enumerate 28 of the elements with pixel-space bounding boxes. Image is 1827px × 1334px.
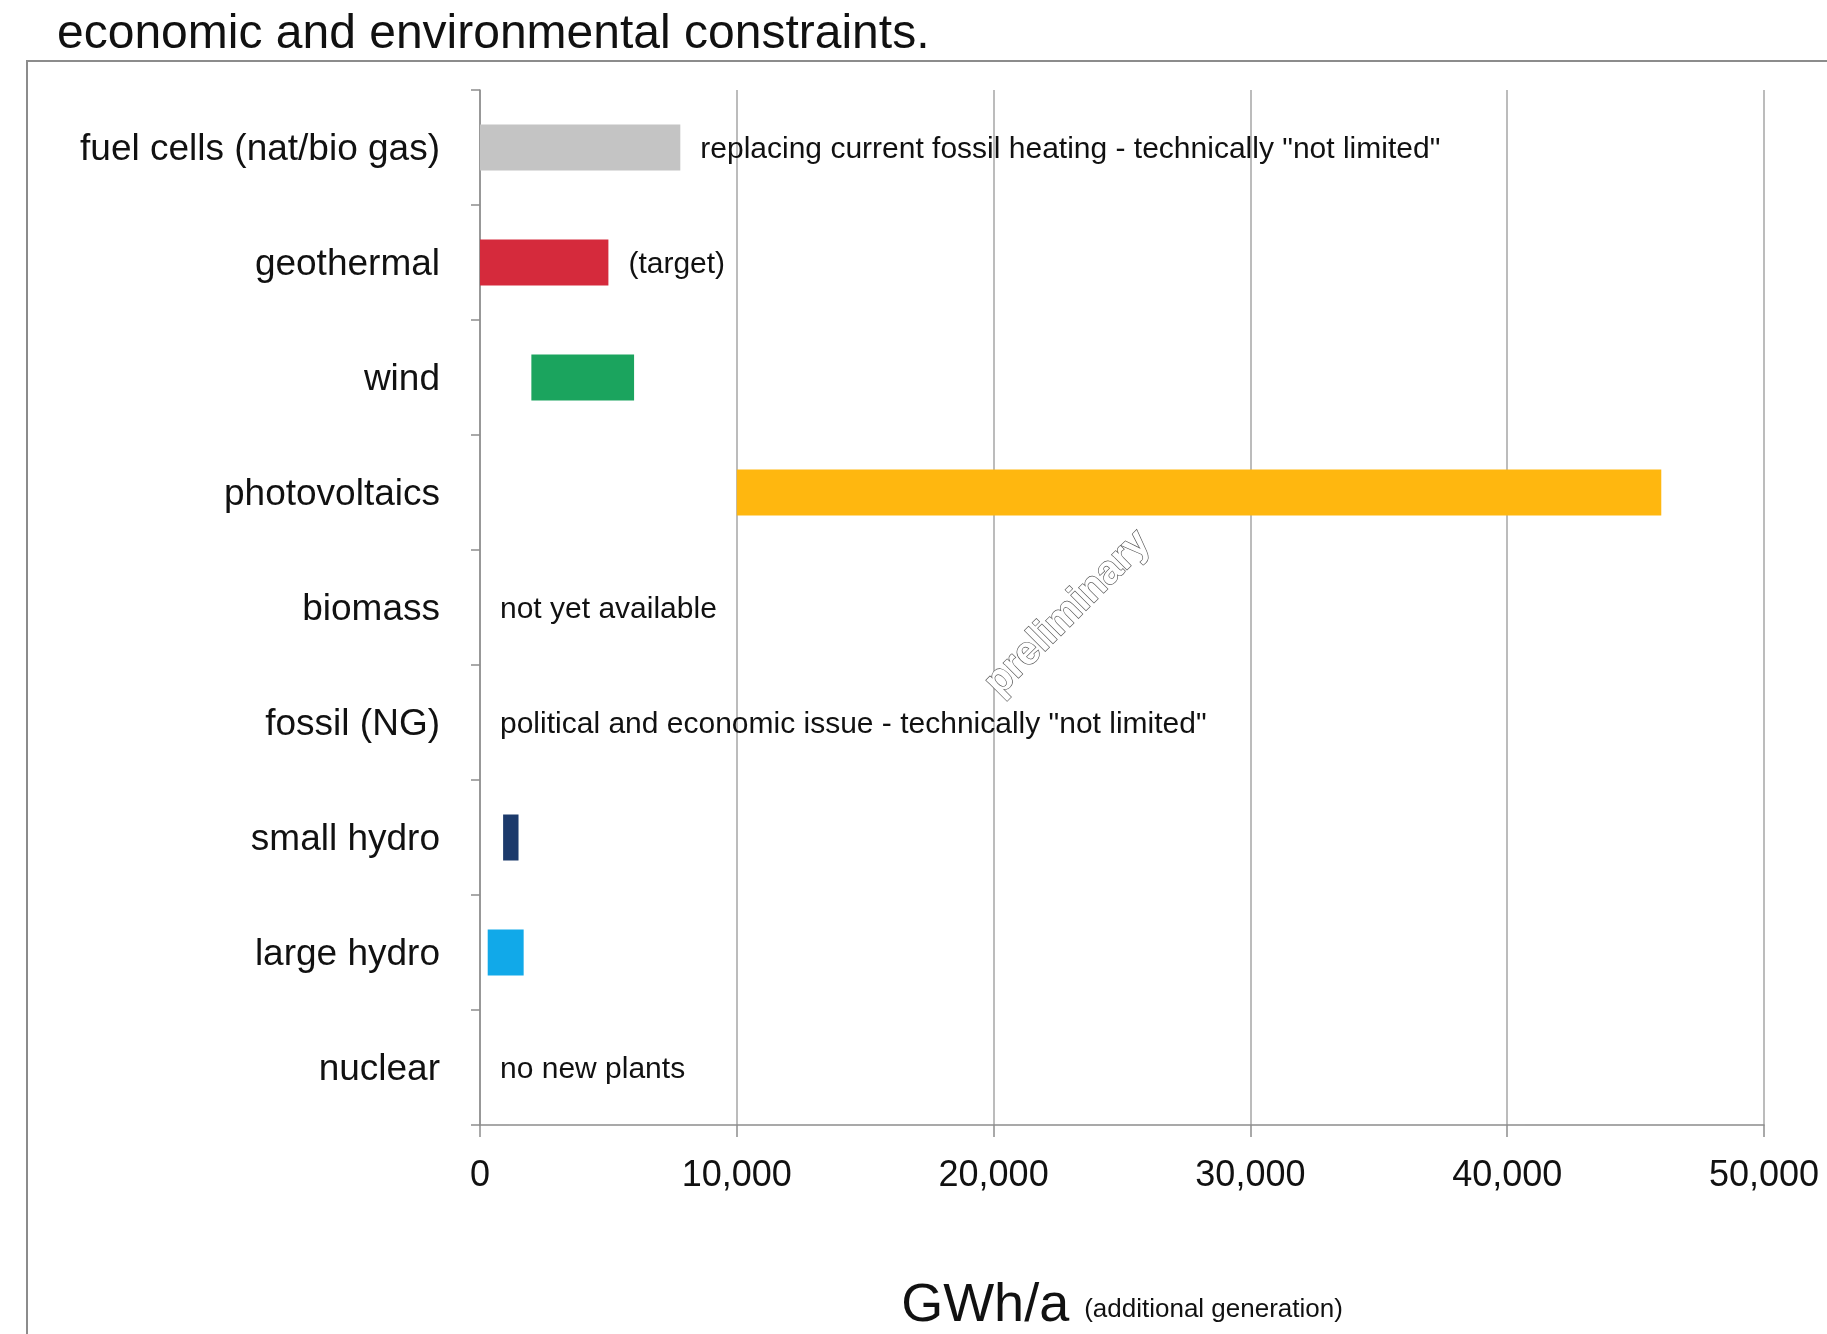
x-tick-label: 0: [469, 1152, 491, 1194]
y-tick-label: photovoltaics: [224, 472, 440, 513]
bar: [531, 354, 635, 401]
x-tick-label: 30,000: [1195, 1152, 1306, 1194]
x-tick-label: 50,000: [1708, 1152, 1820, 1194]
y-tick-label: biomass: [302, 587, 440, 628]
annotation: not yet available: [500, 591, 717, 624]
bar: [480, 124, 681, 171]
y-tick-label: nuclear: [318, 1047, 440, 1088]
x-axis-title: GWh/a (additional generation): [901, 1272, 1343, 1332]
x-tick-label: 20,000: [938, 1152, 1049, 1194]
y-tick-label: fossil (NG): [265, 702, 440, 743]
y-tick-label: large hydro: [254, 932, 440, 973]
x-tick-label: 10,000: [681, 1152, 792, 1194]
y-tick-label: small hydro: [250, 817, 440, 858]
annotation: political and economic issue - technically "not limited": [500, 706, 1207, 739]
bar: [736, 469, 1662, 516]
bar: [487, 929, 524, 976]
y-tick-label: wind: [362, 357, 440, 398]
annotation: (target): [628, 246, 726, 279]
y-tick-label: geothermal: [254, 242, 440, 283]
bar: [480, 239, 609, 286]
bar: [503, 814, 519, 861]
x-tick-label: 40,000: [1452, 1152, 1563, 1194]
y-tick-label: fuel cells (nat/bio gas): [80, 127, 440, 168]
annotation: no new plants: [500, 1051, 686, 1084]
chart-title: economic and environmental constraints.: [57, 4, 930, 58]
annotation: replacing current fossil heating - technically "not limited": [700, 131, 1441, 164]
